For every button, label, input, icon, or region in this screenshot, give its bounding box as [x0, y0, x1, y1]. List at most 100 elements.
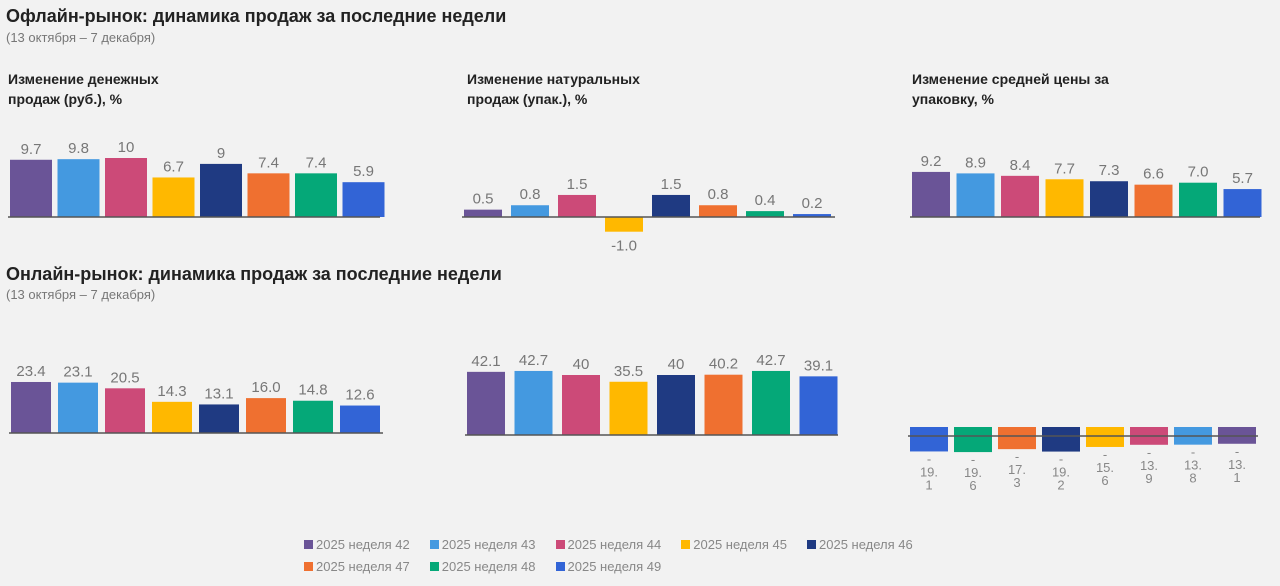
data-label: -: [971, 452, 975, 467]
data-label: 0.8: [708, 186, 729, 203]
legend-swatch: [304, 540, 313, 549]
bar: [342, 182, 385, 217]
legend-item: 2025 неделя 49: [555, 559, 661, 581]
data-label: 5.9: [353, 163, 374, 180]
data-label: 0.5: [473, 191, 494, 208]
data-label: 7.0: [1188, 164, 1209, 181]
legend-swatch: [555, 562, 565, 571]
bar: [199, 404, 239, 433]
offline-title: Офлайн-рынок: динамика продаж за последн…: [6, 6, 507, 26]
bar: [58, 382, 98, 433]
bar: [247, 173, 290, 217]
data-label: 13.1: [204, 385, 233, 402]
data-label: 19.: [964, 465, 982, 480]
legend-item: 2025 неделя 44: [555, 537, 662, 559]
data-label: 8.4: [1010, 157, 1031, 174]
bar: [246, 398, 286, 433]
bar: [511, 205, 549, 217]
data-label: 1.5: [661, 176, 682, 193]
data-label: 2: [1057, 478, 1064, 493]
bar: [105, 158, 147, 217]
data-label: 42.7: [756, 352, 785, 369]
data-label: 7.4: [306, 154, 327, 171]
data-label: 6: [969, 478, 976, 493]
bar: [954, 427, 992, 453]
bar: [295, 173, 337, 217]
data-label: 9.8: [68, 140, 89, 157]
legend-label: 2025 неделя 42: [316, 537, 410, 552]
bar: [912, 171, 950, 217]
bar: [605, 217, 643, 232]
data-label: 10: [118, 139, 135, 156]
offline-subtitle: (13 октября – 7 декабря): [6, 30, 156, 45]
bar: [793, 214, 831, 217]
legend-item: 2025 неделя 42: [304, 537, 410, 559]
data-label: -1.0: [611, 238, 637, 255]
data-label: 6.7: [163, 158, 184, 175]
data-label: 13.: [1140, 458, 1158, 473]
bar: [57, 159, 100, 217]
data-label: 9: [1145, 471, 1152, 486]
legend-item: 2025 неделя 48: [429, 559, 536, 581]
data-label: 0.4: [755, 192, 776, 209]
data-label: -: [1191, 445, 1195, 460]
chart-title-price: Изменение средней цены за упаковку, %: [912, 71, 1109, 107]
bar: [1042, 427, 1080, 452]
data-label: 16.0: [251, 379, 280, 396]
bar: [464, 209, 502, 217]
data-label: 9: [217, 145, 225, 162]
bar: [956, 173, 995, 217]
bar: [1086, 427, 1124, 447]
bar: [1001, 175, 1039, 217]
data-label: 17.: [1008, 462, 1026, 477]
data-label: 42.7: [519, 352, 548, 369]
data-label: 39.1: [804, 357, 833, 374]
legend-label: 2025 неделя 44: [567, 537, 662, 552]
bar: [652, 194, 690, 217]
bar: [1134, 184, 1173, 217]
data-label: 8: [1189, 471, 1196, 486]
online-subtitle: (13 октября – 7 декабря): [6, 287, 156, 302]
legend-swatch: [429, 540, 439, 549]
data-label: 15.: [1096, 460, 1114, 475]
bar: [1179, 182, 1217, 217]
data-label: 40.2: [709, 356, 738, 373]
data-label: -: [1103, 447, 1107, 462]
bar: [609, 381, 648, 435]
data-label: 14.3: [157, 383, 186, 400]
data-label: 7.3: [1099, 162, 1120, 179]
bar: [699, 205, 737, 217]
bar: [340, 405, 380, 433]
bar: [752, 370, 790, 435]
chart-title-money: Изменение денежных продаж (руб.), %: [8, 71, 159, 107]
legend-item: 2025 неделя 46: [807, 537, 913, 559]
data-label: 20.5: [110, 369, 139, 386]
data-label: 0.8: [520, 186, 541, 203]
data-label: 7.7: [1054, 160, 1075, 177]
data-label: -: [927, 451, 931, 466]
legend-swatch: [681, 540, 691, 549]
bar: [910, 427, 948, 452]
legend-item: 2025 неделя 45: [681, 537, 787, 559]
legend-label: 2025 неделя 45: [693, 537, 787, 552]
data-label: 35.5: [614, 363, 643, 380]
bar: [998, 427, 1036, 450]
bar: [1090, 181, 1128, 217]
data-label: 8.9: [965, 154, 986, 171]
data-label: 1: [925, 477, 932, 492]
bar: [152, 401, 192, 433]
bar: [746, 211, 784, 217]
data-label: -: [1059, 452, 1063, 467]
legend-swatch: [807, 540, 816, 549]
data-label: 40: [573, 356, 590, 373]
legend-swatch: [555, 540, 565, 549]
data-label: 19.: [920, 464, 938, 479]
data-label: 0.2: [802, 195, 823, 212]
data-label: 1.5: [567, 176, 588, 193]
legend-item: 2025 неделя 43: [429, 537, 536, 559]
data-label: -: [1235, 444, 1239, 459]
bar: [467, 371, 505, 435]
bar: [704, 374, 743, 435]
legend-swatch: [429, 562, 439, 571]
